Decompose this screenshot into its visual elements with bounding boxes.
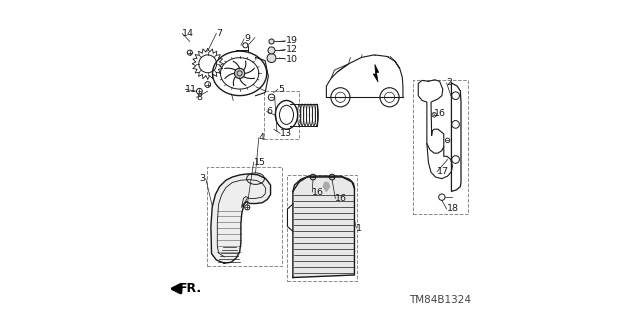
Circle shape: [310, 174, 316, 180]
Text: 11: 11: [186, 85, 197, 94]
Text: 1: 1: [356, 224, 362, 233]
Text: 16: 16: [434, 109, 446, 118]
Text: 14: 14: [182, 29, 194, 38]
Text: 7: 7: [216, 29, 222, 38]
Circle shape: [267, 54, 276, 63]
Text: 13: 13: [280, 129, 292, 138]
Polygon shape: [323, 182, 330, 191]
Text: TM84B1324: TM84B1324: [410, 295, 471, 305]
Text: 2: 2: [447, 78, 452, 87]
Polygon shape: [293, 177, 355, 278]
Circle shape: [268, 47, 275, 54]
Text: FR.: FR.: [179, 282, 202, 295]
Text: 16: 16: [312, 188, 324, 197]
Text: 12: 12: [285, 45, 298, 54]
Text: 15: 15: [253, 158, 266, 167]
Text: 19: 19: [285, 36, 298, 45]
Text: 17: 17: [437, 167, 449, 176]
Text: 8: 8: [196, 93, 202, 102]
Text: 5: 5: [278, 85, 284, 94]
Text: 4: 4: [259, 133, 265, 142]
Text: 16: 16: [335, 194, 348, 203]
Polygon shape: [211, 174, 271, 263]
Text: 18: 18: [447, 204, 459, 213]
Text: 9: 9: [244, 34, 250, 43]
Text: 6: 6: [267, 107, 273, 116]
Text: 10: 10: [285, 55, 298, 63]
Circle shape: [234, 68, 244, 78]
Polygon shape: [373, 64, 379, 82]
Circle shape: [269, 39, 274, 44]
Circle shape: [329, 174, 335, 180]
Text: 3: 3: [200, 174, 206, 183]
